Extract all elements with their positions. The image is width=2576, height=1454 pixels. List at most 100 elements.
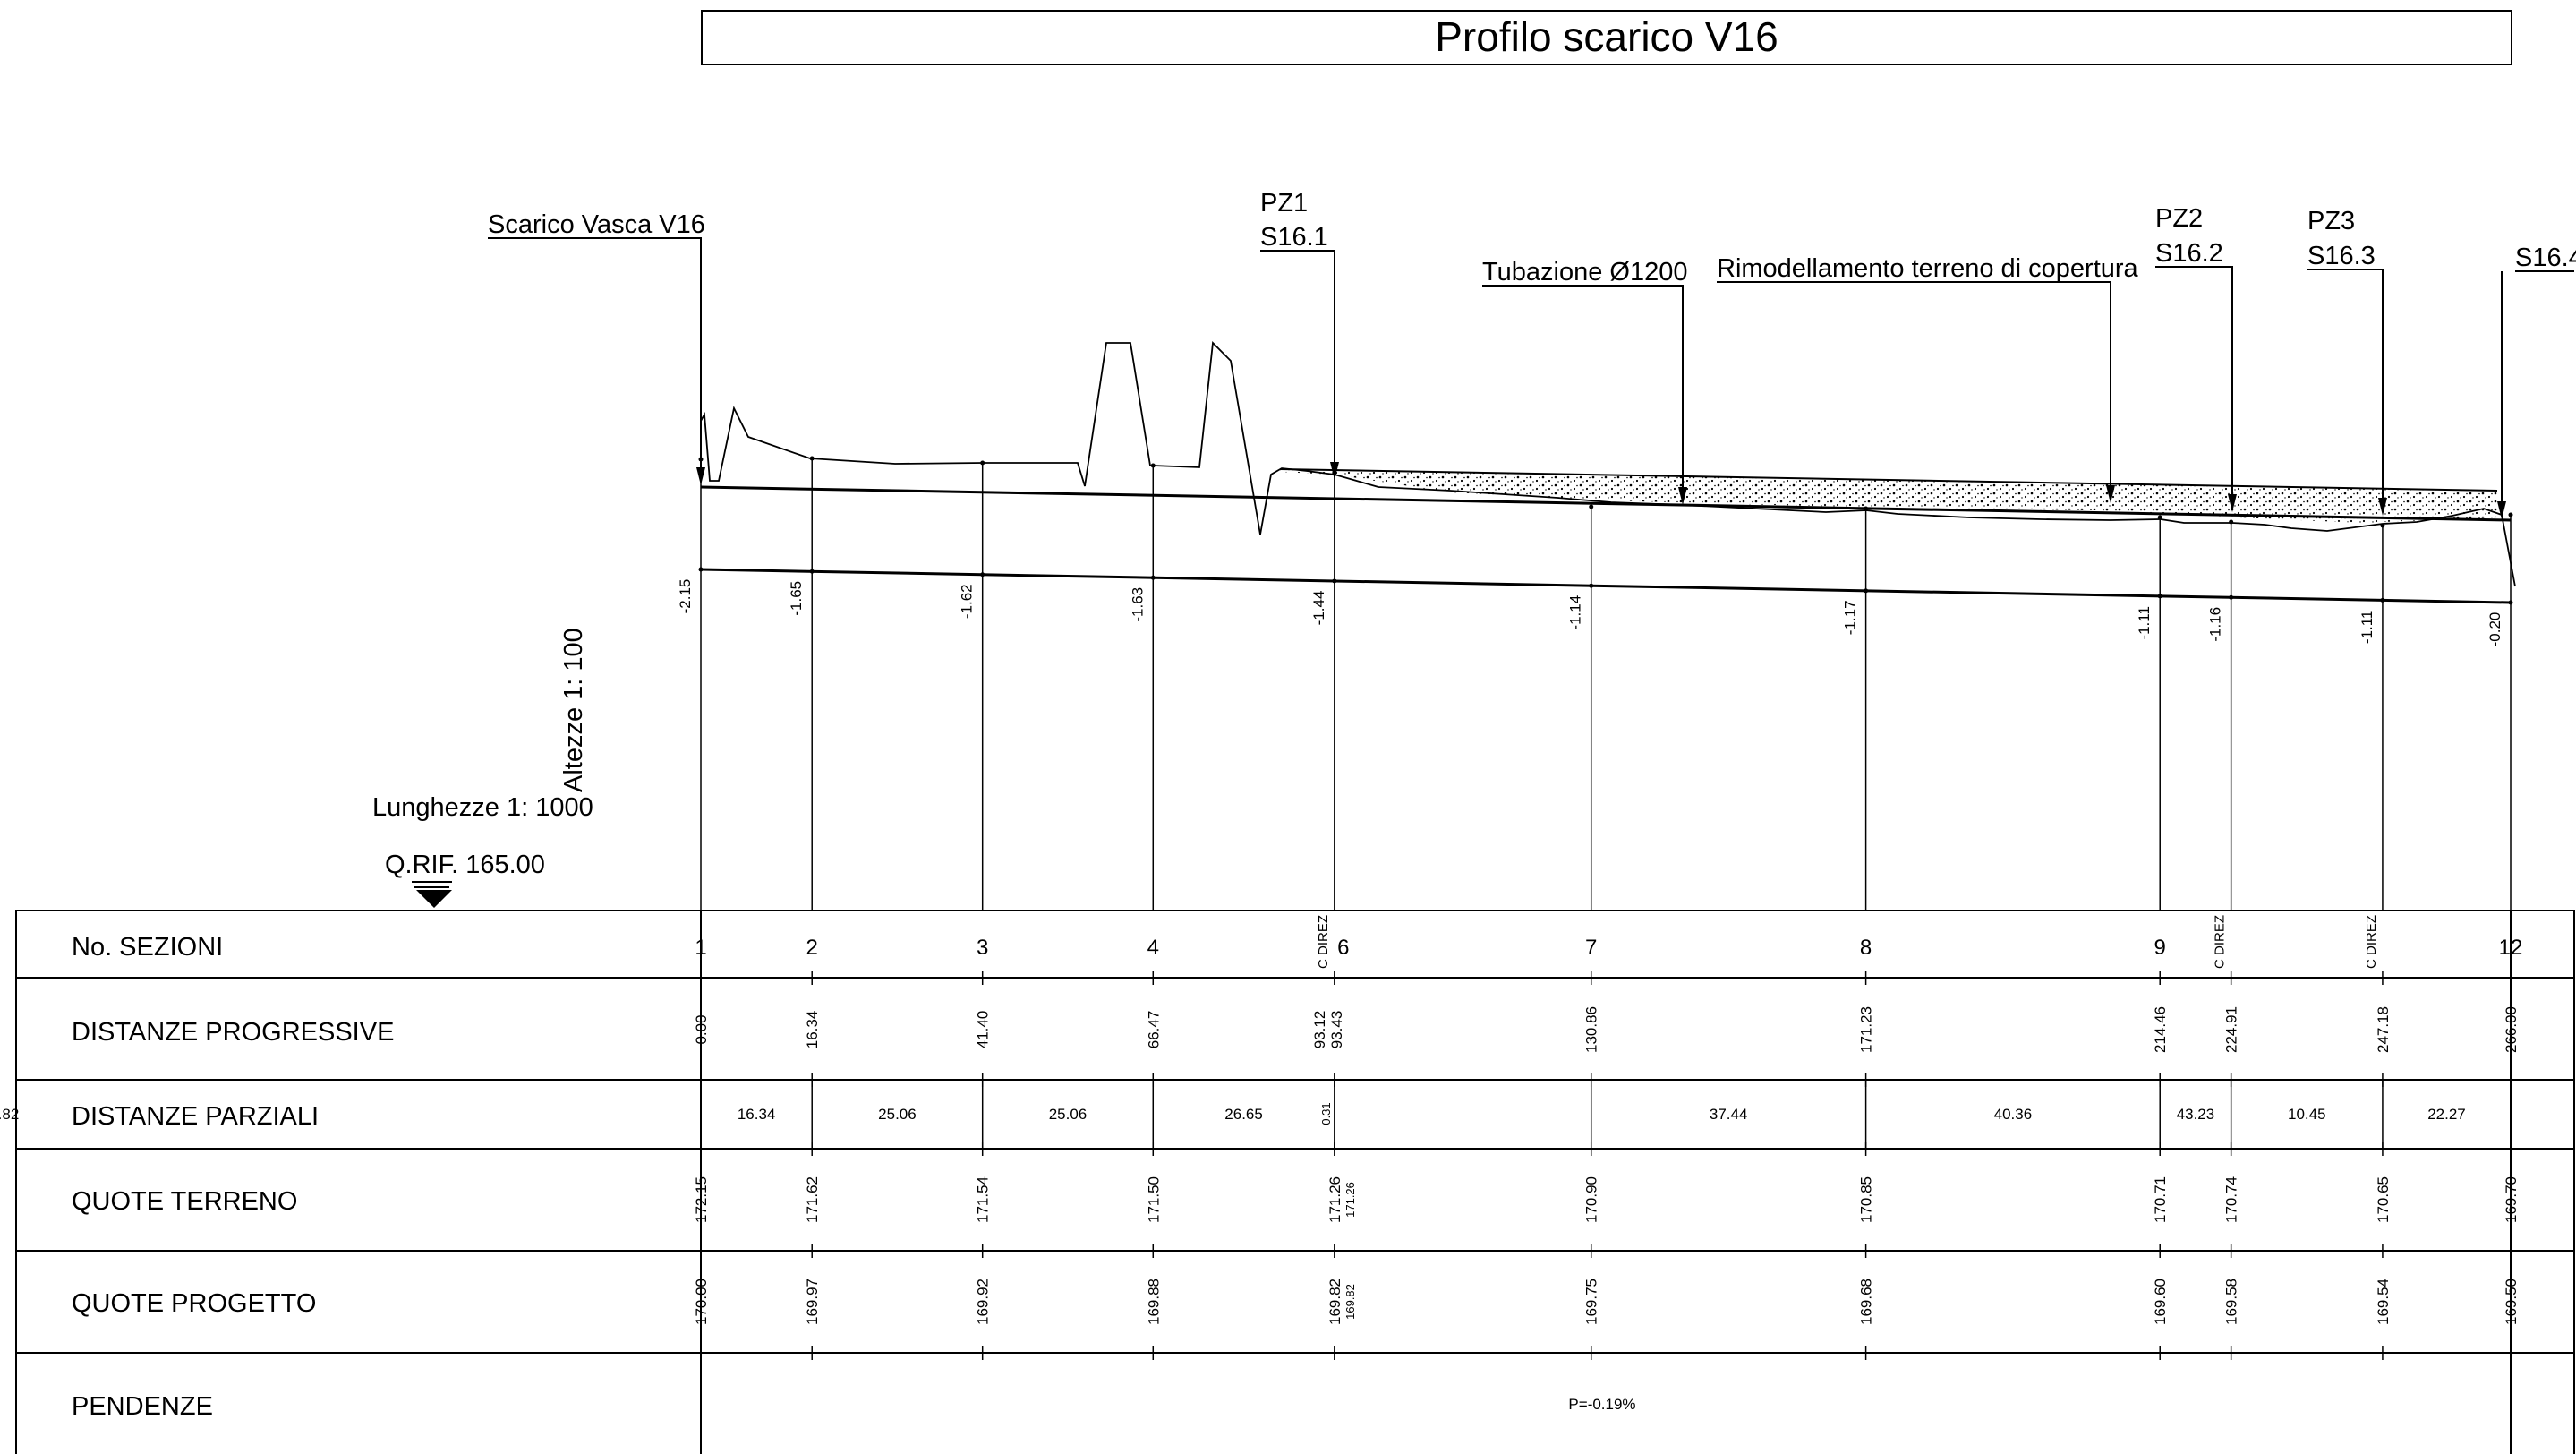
section-number: 2 [806, 936, 818, 960]
section-quota-terreno: 170.74 [2223, 1176, 2240, 1223]
section-quota-progetto: 169.97 [804, 1279, 821, 1325]
section-progressive: 0.00 [693, 1014, 710, 1044]
section-number: 9 [2154, 936, 2166, 960]
section-number: 4 [1147, 936, 1159, 960]
callout-rimodellamento-label: Rimodellamento terreno di copertura [1717, 254, 2139, 283]
section-invert-point [1150, 575, 1156, 580]
section-quota-progetto: 169.75 [1583, 1279, 1600, 1325]
section-depth-label: -0.20 [2486, 612, 2503, 647]
section-depth-label: -1.62 [959, 584, 976, 619]
section-progressive: 171.23 [1858, 1006, 1875, 1053]
partial-distance: 16.34 [738, 1106, 776, 1123]
partial-distance: 37.44 [1710, 1106, 1748, 1123]
callout-scarico: Scarico Vasca V16 [488, 210, 705, 485]
row-label-progressive: DISTANZE PROGRESSIVE [72, 1018, 394, 1047]
section-quota-progetto: 170.00 [693, 1279, 710, 1325]
row-label-parziali: DISTANZE PARZIALI [72, 1102, 319, 1131]
section-ground-point [698, 457, 704, 462]
section-quota-terreno: 170.85 [1858, 1176, 1875, 1223]
section-ground-point [2508, 512, 2513, 517]
callout-rimodellamento: Rimodellamento terreno di copertura [1717, 254, 2139, 503]
section-invert-point [809, 569, 815, 574]
table-frame [15, 910, 2575, 1454]
callout-s164: S16.4 [2497, 244, 2576, 519]
section-quota-terreno-2: 171.26 [1343, 1182, 1357, 1218]
scale-altezze: Altezze 1: 100 [559, 628, 588, 792]
section-progressive: 214.46 [2152, 1006, 2169, 1053]
cover-fill-area [1280, 469, 2497, 523]
section-progressive: 93.12 [1311, 1011, 1328, 1049]
section-progressive: 266.00 [2503, 1006, 2520, 1053]
section-quota-terreno: 171.62 [804, 1176, 821, 1223]
callout-scarico-label: Scarico Vasca V16 [488, 210, 705, 239]
section-ground-point [1589, 504, 1594, 509]
callout-pz2-label-b: S16.2 [2155, 239, 2223, 268]
section-direction-marker: C DIREZ [1316, 915, 1331, 969]
partial-distance: 25.06 [1049, 1106, 1088, 1123]
section-quota-terreno: 169.70 [2503, 1176, 2520, 1223]
section-invert-point [2157, 594, 2162, 599]
section-invert-point [2229, 594, 2234, 600]
section-ground-point [2157, 515, 2162, 520]
pendenza-value: P=-0.19% [1568, 1396, 1635, 1413]
section-depth-label: -1.65 [788, 581, 805, 616]
section-invert-point [1332, 578, 1337, 584]
section-invert-point [1589, 583, 1594, 588]
section-quota-terreno: 170.90 [1583, 1176, 1600, 1223]
section-number: 7 [1585, 936, 1597, 960]
section-invert-point [1864, 588, 1869, 594]
partial-distance: 43.23 [2177, 1106, 2215, 1123]
section-progressive-2: 93.43 [1328, 1011, 1345, 1049]
section-quota-progetto-2: 169.82 [1343, 1284, 1357, 1320]
scale-qrif: Q.RIF. 165.00 [385, 851, 545, 879]
partial-distance: 18.82 [0, 1106, 19, 1123]
callout-pz1-label-a: PZ1 [1260, 189, 1308, 218]
section-invert-point [2508, 600, 2513, 605]
section-progressive: 41.40 [975, 1011, 992, 1049]
section-progressive: 66.47 [1145, 1011, 1162, 1049]
callout-pz2-label-a: PZ2 [2155, 204, 2203, 233]
sections-layer: -2.15 1 0.00 172.15 170.00 -1.65 2 16.34 171.62 1… [0, 456, 2522, 1360]
section-ground-point [1150, 463, 1156, 468]
title-box [701, 10, 2512, 65]
section-depth-label: -2.15 [677, 579, 694, 614]
section-quota-progetto: 169.50 [2503, 1279, 2520, 1325]
row-label-progetto: QUOTE PROGETTO [72, 1289, 316, 1318]
pipe-crown-line [700, 485, 2512, 522]
section-direction-marker: C DIREZ [2213, 915, 2228, 969]
section-progressive: 224.91 [2223, 1006, 2240, 1053]
section-quota-progetto: 169.58 [2223, 1279, 2240, 1325]
section-quota-progetto: 169.82 [1326, 1279, 1343, 1325]
callout-pz3: PZ3 S16.3 [2307, 207, 2387, 516]
section-depth-label: -1.63 [1129, 587, 1146, 622]
section-invert-point [980, 572, 985, 577]
page-title: Profilo scarico V16 [1435, 13, 1778, 60]
section-quota-progetto: 169.88 [1145, 1279, 1162, 1325]
section-number: 1 [695, 936, 706, 960]
section-progressive: 247.18 [2375, 1006, 2392, 1053]
section-depth-label: -1.44 [1310, 591, 1327, 626]
partial-distance: 0.31 [1319, 1102, 1333, 1125]
partial-distance: 26.65 [1224, 1106, 1263, 1123]
partial-distance: 40.36 [1994, 1106, 2033, 1123]
section-direction-marker: C DIREZ [2364, 915, 2379, 969]
section-number: 8 [1860, 936, 1872, 960]
section-quota-progetto: 169.54 [2375, 1279, 2392, 1325]
section-depth-label: -1.11 [2358, 611, 2376, 645]
sections-table: No. SEZIONI DISTANZE PROGRESSIVE DISTANZ… [15, 910, 2575, 1454]
callout-tubazione: Tubazione Ø1200 [1482, 258, 1687, 505]
callout-pz1: PZ1 S16.1 [1260, 189, 1339, 480]
callout-pz2: PZ2 S16.2 [2155, 204, 2237, 512]
section-number: 3 [977, 936, 988, 960]
callout-s164-label: S16.4 [2515, 244, 2576, 272]
pipe-invert-line [700, 568, 2512, 604]
section-depth-label: -1.17 [1842, 600, 1859, 635]
section-ground-point [2229, 519, 2234, 525]
callout-tubazione-label: Tubazione Ø1200 [1482, 258, 1687, 287]
section-number: 6 [1337, 936, 1349, 960]
section-progressive: 16.34 [804, 1011, 821, 1049]
callout-pz3-label-a: PZ3 [2307, 207, 2355, 235]
row-label-sezioni: No. SEZIONI [72, 933, 223, 962]
scale-lunghezze: Lunghezze 1: 1000 [372, 793, 593, 822]
